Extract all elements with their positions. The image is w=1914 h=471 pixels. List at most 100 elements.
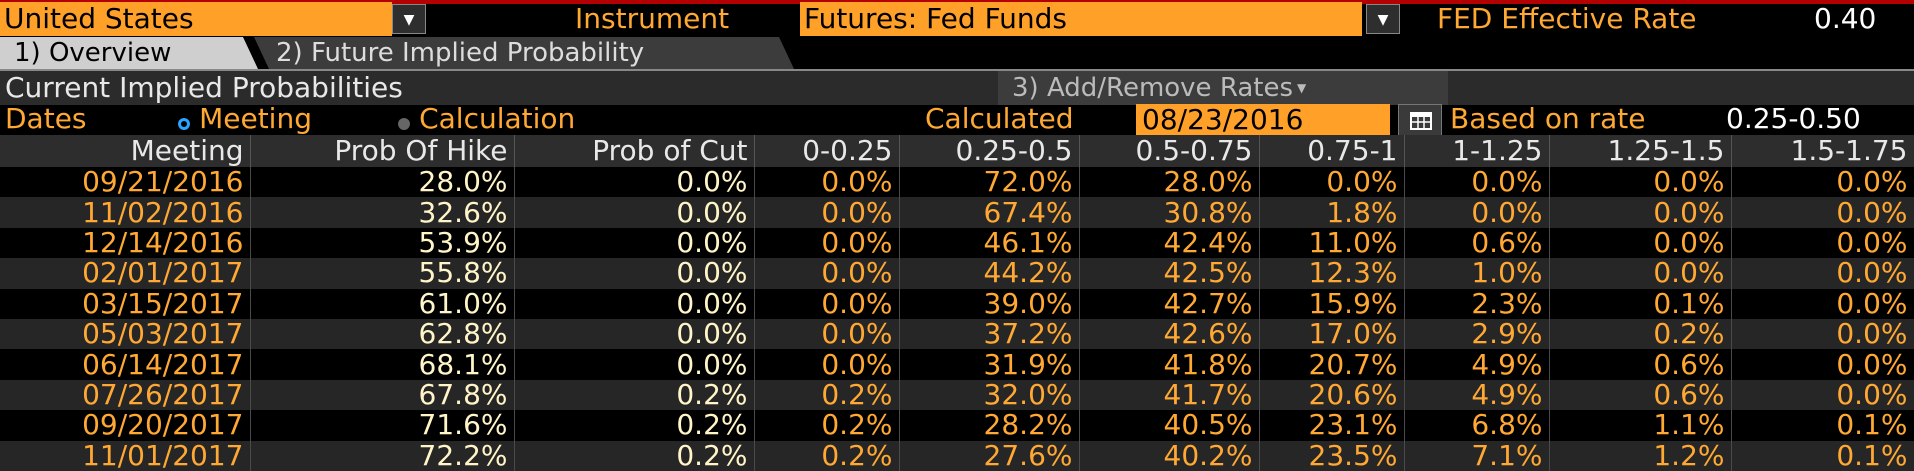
probability-cell: 0.0% [754,258,900,289]
probability-cell: 0.0% [1549,258,1732,289]
radio-meeting-label: Meeting [199,102,312,135]
radio-meeting[interactable]: Meeting [178,102,312,140]
add-remove-label: 3) Add/Remove Rates [1012,73,1293,103]
probability-cell: 31.9% [899,349,1080,380]
calendar-button[interactable] [1398,104,1442,136]
probability-cell: 28.0% [1079,167,1260,198]
probability-cell: 39.0% [899,288,1080,319]
probability-cell: 0.0% [514,227,755,259]
meeting-date-cell: 09/20/2017 [0,410,251,441]
column-header[interactable]: Meeting [0,135,251,167]
probability-cell: 0.2% [514,440,755,471]
instrument-dropdown-button[interactable]: ▼ [1366,4,1400,34]
probability-cell: 20.7% [1259,349,1405,380]
tab-future-implied-probability[interactable]: 2) Future Implied Probability [254,37,794,69]
radio-calculation[interactable]: Calculation [398,102,575,140]
meeting-date-cell: 09/21/2016 [0,167,251,198]
column-header[interactable]: 1-1.25 [1404,135,1550,167]
probability-cell: 0.0% [1731,227,1914,259]
calculated-date-input[interactable]: 08/23/2016 [1136,104,1390,136]
probability-cell: 40.2% [1079,440,1260,471]
column-header[interactable]: 1.25-1.5 [1549,135,1732,167]
calculated-label: Calculated [925,102,1074,135]
table-row[interactable]: 11/01/2017 72.2% 0.2% 0.2% 27.6% 40.2% 23.5% 7.… [0,440,1914,471]
probability-cell: 27.6% [899,440,1080,471]
probability-cell: 0.2% [754,410,900,441]
table-row[interactable]: 09/21/2016 28.0% 0.0% 0.0% 72.0% 28.0% 0.0% 0.0… [0,167,1914,198]
probability-cell: 32.6% [250,197,515,228]
tab-divider [0,69,1914,71]
instrument-select[interactable]: Futures: Fed Funds [800,2,1362,36]
table-row[interactable]: 05/03/2017 62.8% 0.0% 0.0% 37.2% 42.6% 17.0% 2.… [0,318,1914,350]
country-select[interactable]: United States [0,2,392,36]
probability-cell: 0.6% [1549,379,1732,411]
column-header[interactable]: 0.5-0.75 [1079,135,1260,167]
radio-selected-icon [178,117,190,130]
instrument-value: Futures: Fed Funds [804,2,1067,35]
probability-cell: 61.0% [250,288,515,319]
probability-cell: 4.9% [1404,349,1550,380]
table-row[interactable]: 06/14/2017 68.1% 0.0% 0.0% 31.9% 41.8% 20.7% 4.… [0,349,1914,380]
probability-cell: 44.2% [899,258,1080,289]
radio-unselected-icon [398,117,410,130]
probability-cell: 28.0% [250,167,515,198]
probability-cell: 0.0% [1731,167,1914,198]
probability-cell: 0.0% [514,318,755,350]
caret-down-icon: ▼ [1297,81,1307,95]
probability-cell: 0.0% [754,197,900,228]
meeting-date-cell: 11/01/2017 [0,440,251,471]
based-on-value: 0.25-0.50 [1726,102,1861,135]
add-remove-rates-button[interactable]: 3) Add/Remove Rates ▼ [998,71,1448,105]
probability-cell: 0.0% [1404,167,1550,198]
probability-cell: 2.9% [1404,318,1550,350]
probability-cell: 0.0% [1404,197,1550,228]
table-body: 09/21/2016 28.0% 0.0% 0.0% 72.0% 28.0% 0.0% 0.0… [0,167,1914,471]
column-header[interactable]: 1.5-1.75 [1731,135,1914,167]
meeting-date-cell: 05/03/2017 [0,318,251,350]
meeting-date-cell: 02/01/2017 [0,258,251,289]
probability-cell: 0.1% [1731,440,1914,471]
probability-cell: 42.5% [1079,258,1260,289]
table-row[interactable]: 07/26/2017 67.8% 0.2% 0.2% 32.0% 41.7% 20.6% 4.… [0,379,1914,411]
probability-cell: 0.0% [754,167,900,198]
probability-cell: 53.9% [250,227,515,259]
column-header[interactable]: 0.25-0.5 [899,135,1080,167]
table-row[interactable]: 03/15/2017 61.0% 0.0% 0.0% 39.0% 42.7% 15.9% 2.… [0,288,1914,319]
country-value: United States [4,2,194,35]
meeting-date-cell: 03/15/2017 [0,288,251,319]
probability-cell: 72.0% [899,167,1080,198]
table-row[interactable]: 02/01/2017 55.8% 0.0% 0.0% 44.2% 42.5% 12.3% 1.… [0,258,1914,289]
country-dropdown-button[interactable]: ▼ [392,4,426,34]
probability-cell: 0.0% [1731,288,1914,319]
column-header[interactable]: 0.75-1 [1259,135,1405,167]
chevron-down-icon: ▼ [403,12,415,28]
fed-rate-value: 0.40 [1814,2,1877,35]
probability-cell: 0.0% [754,318,900,350]
probability-cell: 0.0% [514,167,755,198]
probability-cell: 72.2% [250,440,515,471]
probability-cell: 0.1% [1731,410,1914,441]
calendar-icon [1410,112,1432,130]
meeting-date-cell: 07/26/2017 [0,379,251,411]
probability-cell: 37.2% [899,318,1080,350]
probability-cell: 0.0% [1731,258,1914,289]
table-row[interactable]: 11/02/2016 32.6% 0.0% 0.0% 67.4% 30.8% 1.8% 0.0… [0,197,1914,228]
chevron-down-icon: ▼ [1377,12,1389,28]
probability-cell: 0.0% [1731,318,1914,350]
table-row[interactable]: 12/14/2016 53.9% 0.0% 0.0% 46.1% 42.4% 11.0% 0.… [0,227,1914,259]
probability-cell: 0.2% [754,440,900,471]
table-row[interactable]: 09/20/2017 71.6% 0.2% 0.2% 28.2% 40.5% 23.1% 6.… [0,410,1914,441]
probability-cell: 1.2% [1549,440,1732,471]
probability-cell: 0.6% [1404,227,1550,259]
tab-overview[interactable]: 1) Overview [0,37,258,69]
radio-calculation-label: Calculation [419,102,576,135]
probability-cell: 0.0% [514,349,755,380]
fed-rate-label: FED Effective Rate [1437,2,1697,35]
column-header[interactable]: Prob of Cut [514,135,755,167]
probability-cell: 0.2% [754,379,900,411]
probability-cell: 71.6% [250,410,515,441]
column-header[interactable]: 0-0.25 [754,135,900,167]
probability-cell: 0.0% [514,197,755,228]
probability-cell: 12.3% [1259,258,1405,289]
column-header[interactable]: Prob Of Hike [250,135,515,167]
